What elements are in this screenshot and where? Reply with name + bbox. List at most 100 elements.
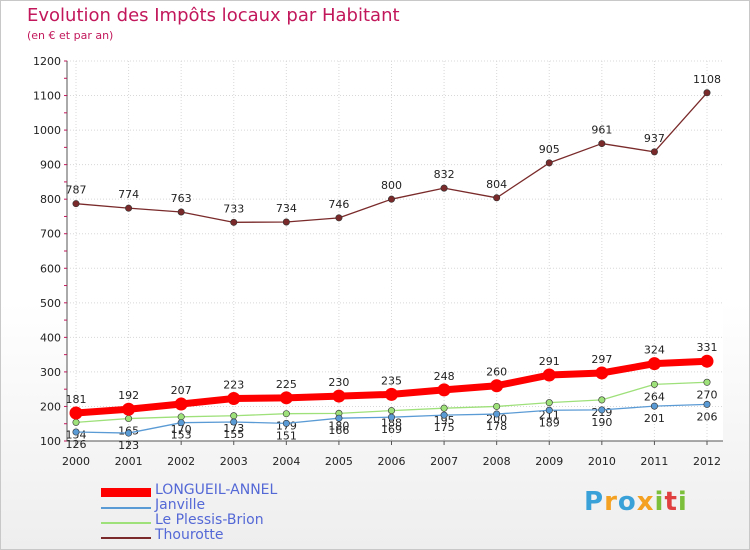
y-tick-label: 1100 — [33, 90, 61, 103]
data-point-longueil-annel — [647, 357, 661, 371]
data-point-longueil-annel — [700, 354, 714, 368]
y-tick-label: 900 — [40, 159, 61, 172]
y-tick-label: 200 — [40, 400, 61, 413]
data-label-thourotte: 1108 — [693, 73, 721, 86]
logo-letter: r — [604, 487, 618, 517]
x-tick-label: 2003 — [220, 455, 248, 468]
legend-swatch — [101, 488, 151, 497]
data-point-thourotte — [440, 184, 448, 192]
y-tick-label: 1200 — [33, 55, 61, 68]
data-point-le-plessis-brion — [493, 402, 501, 410]
data-label-longueil-annel: 324 — [644, 344, 665, 357]
data-label-longueil-annel: 223 — [223, 379, 244, 392]
data-point-thourotte — [703, 89, 711, 97]
data-label-thourotte: 787 — [66, 184, 87, 197]
data-label-janville: 189 — [539, 416, 560, 429]
data-label-longueil-annel: 181 — [66, 393, 87, 406]
data-point-janville — [650, 402, 658, 410]
data-label-le-plessis-brion: 188 — [381, 417, 402, 430]
data-point-janville — [387, 413, 395, 421]
y-tick-label: 700 — [40, 228, 61, 241]
data-label-thourotte: 961 — [591, 124, 612, 137]
data-label-janville: 151 — [276, 429, 297, 442]
data-point-thourotte — [282, 218, 290, 226]
data-label-longueil-annel: 331 — [697, 341, 718, 354]
x-tick-label: 2006 — [378, 455, 406, 468]
x-tick-label: 2009 — [535, 455, 563, 468]
data-label-janville: 123 — [118, 439, 139, 452]
data-point-janville — [177, 419, 185, 427]
data-label-thourotte: 937 — [644, 132, 665, 145]
data-label-janville: 166 — [328, 424, 349, 437]
x-tick-label: 2008 — [483, 455, 511, 468]
data-label-thourotte: 763 — [171, 192, 192, 205]
data-label-janville: 206 — [697, 410, 718, 423]
logo-letter: o — [617, 487, 637, 517]
data-label-thourotte: 800 — [381, 179, 402, 192]
data-point-longueil-annel — [490, 379, 504, 393]
y-tick-label: 100 — [40, 435, 61, 448]
data-label-thourotte: 734 — [276, 202, 297, 215]
data-label-thourotte: 905 — [539, 143, 560, 156]
legend-label: Thourotte — [155, 527, 224, 543]
data-point-longueil-annel — [227, 392, 241, 406]
data-label-longueil-annel: 235 — [381, 374, 402, 387]
data-point-thourotte — [650, 148, 658, 156]
proxiti-logo: Proxiti — [584, 487, 688, 517]
logo-letter: P — [584, 487, 605, 517]
x-tick-label: 2002 — [167, 455, 195, 468]
legend-label: Le Plessis-Brion — [155, 512, 264, 528]
data-label-longueil-annel: 230 — [328, 376, 349, 389]
data-point-janville — [703, 400, 711, 408]
data-point-janville — [598, 406, 606, 414]
data-point-longueil-annel — [385, 387, 398, 401]
data-label-thourotte: 804 — [486, 178, 507, 191]
data-label-le-plessis-brion: 170 — [171, 423, 192, 436]
data-point-longueil-annel — [542, 368, 556, 382]
data-label-longueil-annel: 291 — [539, 355, 560, 368]
data-point-thourotte — [387, 195, 395, 203]
data-point-le-plessis-brion — [177, 413, 185, 421]
data-point-le-plessis-brion — [282, 410, 290, 418]
y-tick-label: 500 — [40, 297, 61, 310]
x-tick-label: 2012 — [693, 455, 721, 468]
data-point-thourotte — [545, 159, 553, 167]
x-tick-label: 2000 — [62, 455, 90, 468]
x-tick-label: 2004 — [272, 455, 300, 468]
data-label-le-plessis-brion: 270 — [697, 388, 718, 401]
data-point-thourotte — [72, 200, 80, 208]
data-label-longueil-annel: 297 — [591, 353, 612, 366]
data-point-thourotte — [598, 140, 606, 148]
data-label-longueil-annel: 248 — [434, 370, 455, 383]
data-point-janville — [282, 419, 290, 427]
data-label-thourotte: 774 — [118, 188, 139, 201]
logo-letter: t — [664, 487, 678, 517]
y-tick-label: 600 — [40, 262, 61, 275]
data-label-janville: 178 — [486, 420, 507, 433]
logo-letter: x — [636, 487, 655, 517]
x-tick-label: 2001 — [115, 455, 143, 468]
data-label-le-plessis-brion: 211 — [539, 409, 560, 422]
x-tick-label: 2011 — [640, 455, 668, 468]
data-label-janville: 126 — [66, 438, 87, 451]
data-point-janville — [72, 428, 80, 436]
data-point-thourotte — [230, 218, 238, 226]
data-label-le-plessis-brion: 195 — [434, 414, 455, 427]
data-point-le-plessis-brion — [125, 415, 133, 423]
data-point-janville — [440, 411, 448, 419]
data-point-thourotte — [125, 204, 133, 212]
data-point-longueil-annel — [122, 402, 136, 416]
data-point-longueil-annel — [437, 383, 451, 397]
data-label-le-plessis-brion: 173 — [223, 422, 244, 435]
data-label-thourotte: 746 — [328, 198, 349, 211]
data-label-longueil-annel: 192 — [118, 389, 139, 402]
data-point-le-plessis-brion — [230, 412, 238, 420]
data-point-le-plessis-brion — [598, 396, 606, 404]
data-point-thourotte — [335, 214, 343, 222]
data-point-longueil-annel — [69, 406, 83, 420]
legend-swatch — [101, 522, 151, 524]
x-tick-label: 2007 — [430, 455, 458, 468]
chart-subtitle: (en € et par an) — [27, 29, 114, 42]
